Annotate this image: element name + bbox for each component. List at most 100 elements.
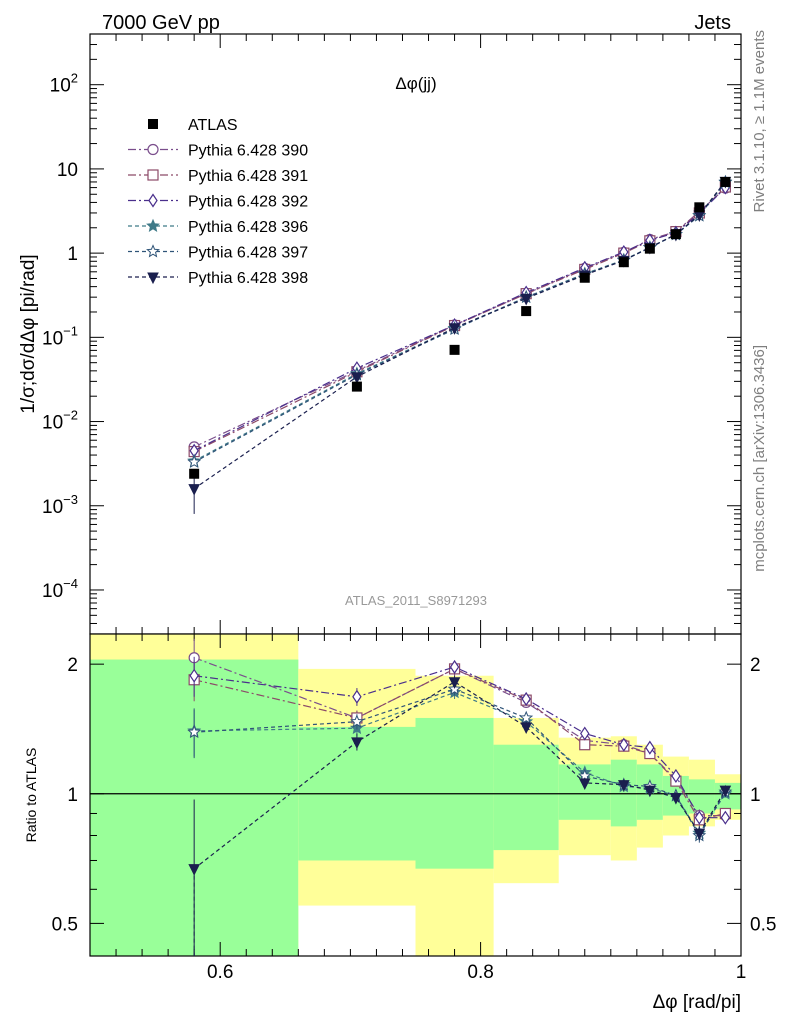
main-y-tick-label: 10−1 bbox=[42, 323, 78, 349]
ratio-series-point bbox=[352, 689, 362, 704]
main-series-line bbox=[193, 181, 726, 490]
legend-label: Pythia 6.428 391 bbox=[188, 168, 308, 185]
ratio-y-axis-label: Ratio to ATLAS bbox=[23, 748, 39, 843]
legend-label: Pythia 6.428 398 bbox=[188, 270, 308, 287]
main-series bbox=[187, 174, 733, 514]
ratio-series-point bbox=[693, 828, 706, 841]
legend-marker bbox=[147, 169, 159, 181]
legend-label: Pythia 6.428 390 bbox=[188, 143, 308, 160]
ratio-series-point bbox=[645, 740, 655, 755]
ratio-series-point bbox=[618, 780, 630, 792]
ratio-series-line bbox=[193, 681, 726, 870]
main-y-tick-label: 10 bbox=[57, 160, 78, 181]
ratio-y-tick-label-left: 2 bbox=[67, 655, 78, 676]
ratio-series-point bbox=[187, 724, 202, 739]
ratio-series-point bbox=[580, 726, 590, 741]
ratio-series-point bbox=[349, 714, 364, 728]
ratio-series-point bbox=[619, 737, 629, 752]
main-y-tick-label: 10−3 bbox=[42, 492, 78, 518]
process-label: Jets bbox=[694, 12, 731, 34]
ratio-series-point bbox=[720, 810, 731, 825]
main-x-ticks bbox=[89, 34, 742, 634]
legend: ATLAS Pythia 6.428 390 Pythia 6.428 391 Pyt… bbox=[128, 117, 308, 287]
ratio-series-line bbox=[194, 691, 726, 835]
atlas-data-point bbox=[720, 176, 731, 187]
main-series-line bbox=[193, 187, 726, 452]
energy-label: 7000 GeV pp bbox=[102, 12, 220, 34]
plot-label: Δφ(jj) bbox=[395, 74, 436, 93]
legend-atlas-marker bbox=[148, 119, 158, 129]
legend-label: Pythia 6.428 392 bbox=[188, 194, 308, 211]
x-tick-label: 1 bbox=[736, 962, 747, 983]
legend-marker bbox=[147, 143, 159, 156]
atlas-data-point bbox=[694, 202, 705, 213]
legend-label: Pythia 6.428 396 bbox=[188, 219, 308, 236]
analysis-id: ATLAS_2011_S8971293 bbox=[345, 593, 487, 608]
atlas-data-point bbox=[351, 381, 362, 392]
ratio-panel: 2 2 1 1 0.5 0.5 0.6 0.8 1 bbox=[52, 633, 777, 983]
ratio-series-point bbox=[448, 677, 461, 689]
ratio-series-line bbox=[194, 666, 726, 819]
ratio-series-point bbox=[670, 793, 682, 805]
ratio-series-point bbox=[694, 810, 705, 825]
legend-marker bbox=[148, 193, 158, 208]
atlas-data-point bbox=[449, 344, 460, 355]
main-series-atlas bbox=[189, 176, 731, 479]
ratio-y-tick-label-right: 2 bbox=[750, 655, 761, 676]
main-y-tick-label: 102 bbox=[50, 71, 78, 97]
ratio-series-point bbox=[579, 739, 591, 751]
main-y-tick-label: 10−4 bbox=[42, 576, 78, 602]
ratio-series-point bbox=[578, 778, 591, 790]
ratio-band-green bbox=[610, 759, 637, 827]
legend-marker bbox=[146, 244, 160, 258]
main-y-ticks: 102 10 1 10−1 10−2 10−3 10−4 bbox=[42, 33, 741, 635]
ratio-x-ticks: 0.6 0.8 1 bbox=[89, 634, 747, 983]
main-series-point bbox=[187, 454, 202, 468]
ratio-series-point bbox=[521, 691, 531, 707]
ratio-series-point bbox=[671, 768, 681, 784]
atlas-data-point bbox=[644, 243, 655, 254]
ratio-y-tick-label-right: 0.5 bbox=[750, 914, 776, 935]
ratio-frame bbox=[89, 633, 742, 957]
main-series-line bbox=[193, 186, 726, 453]
side-rivet-label: Rivet 3.1.10, ≥ 1.1M events bbox=[751, 30, 768, 213]
main-series-point bbox=[351, 372, 363, 384]
main-y-axis-label: 1/σ;dσ/dΔφ [pi/rad] bbox=[18, 254, 39, 413]
legend-label: Pythia 6.428 397 bbox=[188, 245, 308, 262]
ratio-series-point bbox=[519, 710, 534, 724]
ratio-series-line bbox=[193, 657, 726, 817]
ratio-series-line bbox=[194, 688, 726, 837]
legend-atlas-label: ATLAS bbox=[188, 117, 238, 134]
main-y-tick-label: 10−2 bbox=[42, 408, 78, 434]
x-tick-label: 0.6 bbox=[207, 962, 233, 983]
main-y-tick-label: 1 bbox=[67, 244, 78, 265]
main-series-point bbox=[448, 323, 461, 335]
ratio-bands bbox=[90, 634, 741, 956]
atlas-data-point bbox=[521, 306, 532, 317]
ratio-series-3 bbox=[189, 656, 731, 825]
ratio-series-point bbox=[520, 722, 532, 735]
x-axis-label: Δφ [rad/pi] bbox=[653, 992, 741, 1013]
ratio-band-green bbox=[493, 744, 559, 851]
ratio-y-tick-label-left: 0.5 bbox=[52, 914, 78, 935]
atlas-data-point bbox=[189, 468, 200, 479]
side-mcplots-label: mcplots.cern.ch [arXiv:1306.3436] bbox=[751, 345, 768, 572]
ratio-series-point bbox=[644, 785, 656, 798]
atlas-data-point bbox=[670, 229, 681, 240]
legend-marker bbox=[147, 272, 159, 285]
ratio-y-tick-label-left: 1 bbox=[67, 785, 78, 806]
main-series-point bbox=[520, 293, 532, 306]
ratio-band-green bbox=[688, 779, 715, 814]
legend-marker bbox=[146, 218, 160, 232]
x-tick-label: 0.8 bbox=[467, 962, 493, 983]
ratio-series-point bbox=[351, 737, 363, 749]
atlas-data-point bbox=[579, 272, 590, 283]
ratio-y-tick-label-right: 1 bbox=[750, 785, 761, 806]
main-panel: Δφ(jj) ATLAS_2011_S8971293 102 10 1 10−1 10−… bbox=[42, 33, 742, 635]
ratio-series-point bbox=[449, 659, 460, 675]
ratio-y-ticks: 2 2 1 1 0.5 0.5 bbox=[52, 655, 777, 935]
ratio-series bbox=[187, 638, 733, 956]
atlas-data-point bbox=[618, 257, 629, 268]
ratio-series-point bbox=[719, 785, 732, 798]
